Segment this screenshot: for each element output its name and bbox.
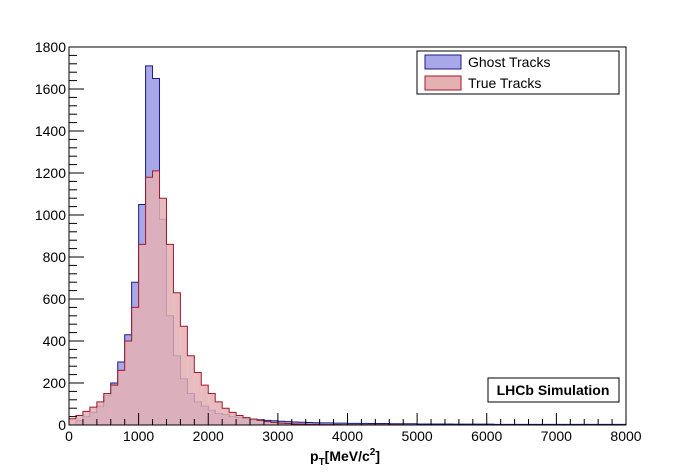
bar-ghost-53 (438, 423, 445, 425)
ghost-tracks-step-line (69, 65, 627, 426)
x-axis-title-superscript: 2 (370, 447, 376, 458)
x-axis-title-subscript: T (319, 457, 325, 468)
bar-true-0 (69, 418, 76, 425)
bar-true-20 (208, 393, 216, 425)
bar-true-22 (222, 408, 230, 425)
bar-ghost-37 (326, 422, 334, 425)
bar-true-13 (159, 198, 167, 425)
bar-true-12 (152, 170, 160, 425)
bar-ghost-50 (417, 423, 425, 425)
bar-true-6 (110, 385, 118, 425)
bar-true-18 (194, 372, 202, 425)
bar-ghost-44 (375, 423, 383, 425)
y-tick-label-200: 200 (43, 375, 67, 391)
bar-true-8 (124, 341, 132, 425)
y-tick-label-600: 600 (43, 291, 67, 307)
bar-true-29 (270, 422, 278, 425)
legend: Ghost Tracks True Tracks (416, 50, 620, 95)
bar-true-25 (243, 417, 251, 425)
bar-true-10 (138, 244, 146, 425)
y-tick-label-1200: 1200 (35, 165, 66, 181)
bar-ghost-35 (312, 422, 320, 425)
bar-true-9 (131, 307, 139, 425)
bar-true-30 (277, 423, 285, 425)
bar-true-27 (256, 420, 264, 425)
x-tick-label-2000: 2000 (193, 428, 224, 444)
x-axis-title-main: p (310, 448, 319, 464)
bar-ghost-39 (340, 423, 348, 425)
y-tick-label-1800: 1800 (35, 39, 66, 55)
annotation-frame (487, 377, 620, 403)
bar-true-15 (173, 292, 181, 425)
annotation-label: LHCb Simulation (497, 382, 610, 398)
bar-ghost-48 (403, 423, 411, 425)
y-tick-label-400: 400 (43, 333, 67, 349)
x-axis-title-close: ] (375, 448, 380, 464)
bar-true-32 (291, 423, 299, 425)
bar-ghost-41 (354, 423, 362, 425)
x-axis-title-unit: [MeV/c (325, 448, 370, 464)
x-tick-label-0: 0 (65, 428, 73, 444)
bar-ghost-38 (333, 423, 341, 425)
bar-ghost-40 (347, 423, 355, 425)
bar-ghost-43 (368, 423, 376, 425)
bar-true-26 (250, 419, 257, 425)
bar-ghost-51 (424, 423, 432, 425)
axis-ticks (68, 46, 627, 426)
bar-true-24 (236, 415, 244, 425)
bar-ghost-45 (382, 423, 390, 425)
bar-true-1 (75, 415, 83, 425)
bar-true-3 (89, 407, 97, 425)
bar-true-16 (180, 326, 188, 425)
bar-true-2 (82, 411, 90, 425)
bar-true-31 (284, 423, 292, 425)
bar-ghost-34 (305, 422, 313, 425)
x-tick-label-5000: 5000 (402, 428, 433, 444)
bar-true-17 (187, 355, 195, 425)
bar-true-21 (215, 401, 223, 425)
bar-true-5 (103, 393, 111, 425)
legend-label-true: True Tracks (468, 75, 541, 91)
y-tick-label-1000: 1000 (35, 207, 66, 223)
bar-ghost-36 (319, 422, 327, 425)
x-tick-label-4000: 4000 (332, 428, 363, 444)
y-tick-label-800: 800 (43, 249, 67, 265)
legend-swatch-ghost (424, 54, 462, 70)
bar-true-7 (117, 370, 125, 425)
bar-ghost-49 (410, 423, 418, 425)
y-tick-label-1600: 1600 (35, 81, 66, 97)
bar-true-11 (145, 177, 153, 425)
legend-label-ghost: Ghost Tracks (468, 54, 550, 70)
bar-true-28 (263, 421, 271, 425)
x-tick-label-6000: 6000 (471, 428, 502, 444)
x-tick-label-3000: 3000 (262, 428, 293, 444)
bar-true-4 (96, 401, 104, 425)
bar-ghost-54 (444, 423, 452, 425)
bar-true-19 (201, 385, 209, 425)
axis-tick-labels: 0 1000 2000 3000 4000 5000 6000 7000 8000 0 200 400… (35, 39, 642, 444)
y-tick-label-1400: 1400 (35, 123, 66, 139)
legend-swatch-true (424, 75, 462, 91)
bar-true-23 (229, 412, 237, 425)
bar-ghost-42 (361, 423, 369, 425)
bar-ghost-52 (431, 423, 439, 425)
x-tick-label-7000: 7000 (541, 428, 572, 444)
y-tick-label-0: 0 (58, 417, 66, 433)
x-tick-label-1000: 1000 (123, 428, 154, 444)
true-tracks-outline (68, 170, 626, 426)
bar-ghost-33 (298, 422, 306, 425)
x-axis-title: pT[MeV/c2] (310, 447, 380, 468)
bar-true-14 (166, 244, 174, 425)
annotation-box: LHCb Simulation (487, 377, 620, 403)
x-tick-label-8000: 8000 (610, 428, 641, 444)
